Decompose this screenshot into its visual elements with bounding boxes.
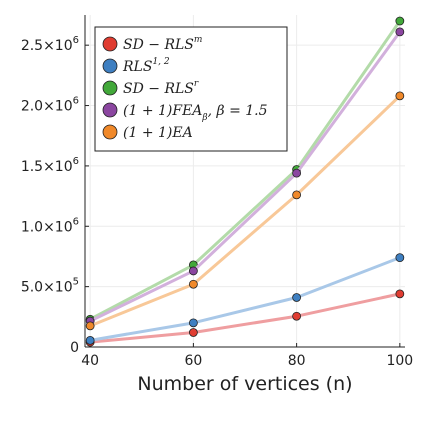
x-tick-label: 100	[386, 353, 413, 369]
legend-marker	[102, 124, 118, 140]
legend-item: SD − RLSr	[102, 79, 199, 97]
y-tick-label: 2.5×106	[21, 35, 79, 54]
legend-item: (1 + 1)FEAβ, β = 1.5	[102, 102, 268, 123]
legend-label: (1 + 1)FEAβ, β = 1.5	[123, 103, 268, 123]
data-point	[292, 311, 302, 321]
data-point	[395, 253, 405, 263]
y-tick-label: 1.0×106	[21, 216, 79, 235]
data-point	[292, 168, 302, 178]
data-point	[292, 293, 302, 302]
x-axis-title: Number of vertices (n)	[137, 373, 352, 395]
x-tick-label: 40	[81, 353, 99, 369]
data-point	[292, 190, 302, 200]
data-point	[188, 266, 198, 276]
y-tick-label: 1.5×106	[21, 156, 79, 175]
legend-label: (1 + 1)EA	[123, 125, 193, 141]
legend-box	[94, 26, 288, 152]
legend-label: RLS1, 2	[122, 57, 170, 75]
legend-label: SD − RLSm	[123, 35, 202, 53]
y-tick-label: 0	[70, 340, 79, 356]
legend-item: RLS1, 2	[102, 57, 170, 75]
series-4	[85, 91, 405, 331]
series-group	[85, 16, 405, 347]
legend-item: SD − RLSm	[102, 35, 202, 53]
data-point	[395, 289, 405, 299]
data-point	[188, 279, 198, 289]
x-tick-label: 80	[288, 353, 306, 369]
series-line	[89, 94, 401, 328]
data-point	[395, 16, 405, 26]
legend-marker	[102, 102, 118, 118]
data-point	[188, 318, 198, 328]
y-tick-label: 5.0×105	[21, 277, 79, 296]
x-tick-label: 60	[184, 353, 202, 369]
legend-label: SD − RLSr	[123, 79, 199, 97]
data-point	[85, 335, 95, 345]
data-point	[395, 91, 405, 101]
data-point	[188, 328, 198, 337]
y-tick-label: 2.0×106	[21, 96, 79, 115]
legend-marker	[102, 80, 118, 96]
series-line	[89, 256, 401, 342]
series-line	[89, 31, 402, 323]
series-line	[89, 20, 402, 321]
legend-marker	[102, 36, 118, 52]
legend-item: (1 + 1)EA	[102, 124, 193, 141]
data-point	[395, 27, 405, 37]
series-1	[85, 253, 405, 345]
data-point	[85, 321, 95, 331]
x-tick-labels: 40 60 80 100	[81, 353, 413, 369]
legend: SD − RLSm RLS1, 2 SD − RLSr (1 + 1)FEAβ, β …	[94, 26, 288, 152]
legend-marker	[102, 58, 118, 74]
y-tick-labels: 0 5.0×105 1.0×106 1.5×106 2.0×106 2.5×106	[21, 35, 79, 356]
series-line	[90, 292, 401, 344]
